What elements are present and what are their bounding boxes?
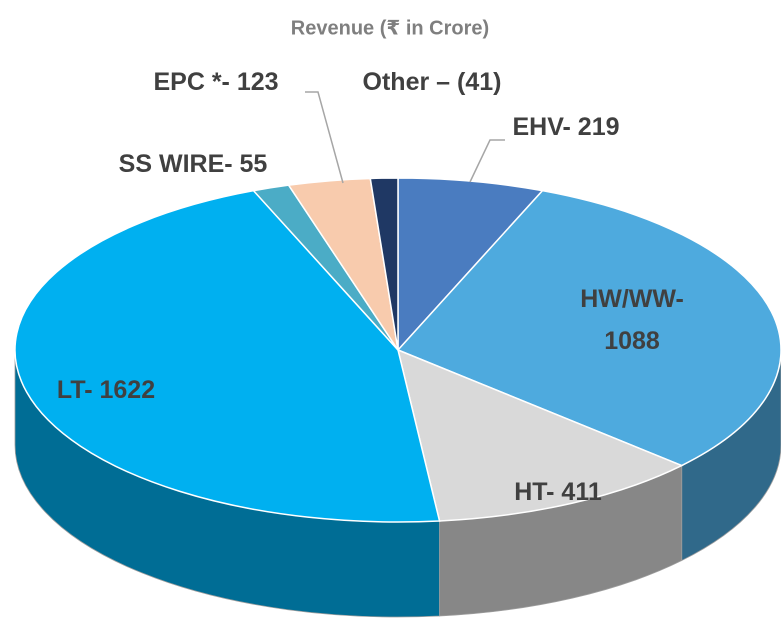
chart-title: Revenue (₹ in Crore) bbox=[290, 17, 490, 40]
data-label: LT- 1622 bbox=[56, 376, 156, 404]
data-label: HT- 411 bbox=[514, 478, 602, 506]
slice bbox=[396, 348, 684, 522]
slice bbox=[397, 177, 544, 352]
slice bbox=[14, 189, 441, 523]
data-label: SS WIRE- 55 bbox=[118, 150, 268, 178]
slice bbox=[396, 189, 781, 467]
leader-line bbox=[305, 91, 344, 184]
data-label: Other – (41) bbox=[362, 68, 502, 96]
data-label: EPC *- 123 bbox=[153, 68, 279, 96]
data-label: EHV- 219 bbox=[512, 113, 620, 141]
data-label: HW/WW- 1088 bbox=[580, 285, 684, 355]
leader-line bbox=[469, 139, 505, 183]
slice bbox=[369, 177, 399, 351]
